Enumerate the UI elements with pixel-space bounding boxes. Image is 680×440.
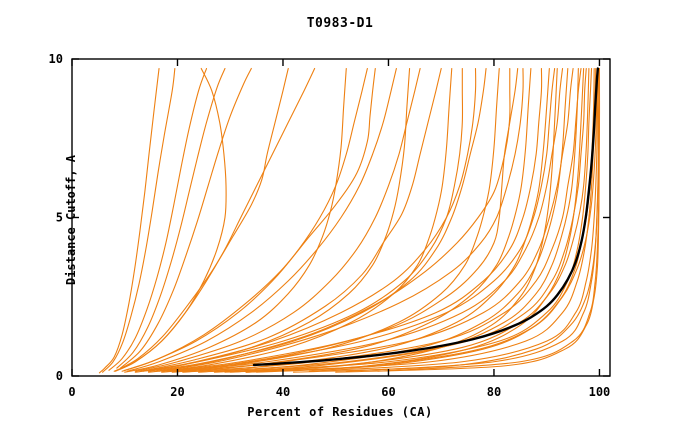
series-prediction-38 bbox=[147, 67, 453, 373]
x-tick-label: 20 bbox=[170, 385, 184, 399]
y-tick-label: 5 bbox=[56, 211, 63, 225]
series-best-model bbox=[252, 67, 600, 367]
series-prediction-42 bbox=[292, 67, 600, 373]
series-prediction-20 bbox=[198, 67, 519, 370]
y-tick-label: 0 bbox=[56, 369, 63, 383]
series-layer bbox=[98, 67, 601, 374]
series-prediction-01 bbox=[98, 67, 160, 374]
series-prediction-05 bbox=[119, 67, 252, 369]
series-prediction-04 bbox=[116, 67, 226, 369]
series-prediction-43 bbox=[335, 67, 601, 373]
series-prediction-22 bbox=[171, 67, 564, 372]
axis-layer bbox=[71, 58, 611, 377]
series-prediction-24 bbox=[198, 67, 582, 372]
series-prediction-02 bbox=[102, 67, 176, 373]
series-prediction-15 bbox=[140, 67, 477, 372]
x-axis-label: Percent of Residues (CA) bbox=[247, 405, 433, 419]
series-prediction-12 bbox=[134, 67, 421, 372]
x-tick-label: 40 bbox=[276, 385, 290, 399]
series-prediction-44 bbox=[245, 67, 585, 373]
series-prediction-10 bbox=[124, 67, 376, 371]
series-prediction-23 bbox=[182, 67, 574, 372]
series-prediction-32 bbox=[229, 67, 590, 373]
series-prediction-06 bbox=[113, 67, 316, 372]
series-prediction-11 bbox=[126, 67, 397, 372]
chart-title: T0983-D1 bbox=[306, 16, 374, 31]
series-prediction-13 bbox=[140, 67, 442, 372]
series-prediction-07 bbox=[114, 67, 227, 372]
series-prediction-09 bbox=[121, 67, 368, 372]
series-prediction-03 bbox=[108, 67, 208, 371]
x-tick-label: 80 bbox=[487, 385, 501, 399]
series-prediction-45 bbox=[224, 67, 558, 373]
series-prediction-39 bbox=[134, 67, 411, 373]
series-prediction-17 bbox=[155, 67, 511, 372]
y-tick-label: 10 bbox=[49, 52, 63, 66]
series-prediction-37 bbox=[161, 67, 500, 373]
x-tick-label: 100 bbox=[589, 385, 611, 399]
series-prediction-26 bbox=[240, 67, 593, 372]
series-prediction-27 bbox=[271, 67, 597, 372]
series-prediction-36 bbox=[171, 67, 532, 373]
series-prediction-35 bbox=[182, 67, 550, 373]
series-prediction-28 bbox=[308, 67, 599, 372]
x-tick-label: 0 bbox=[68, 385, 75, 399]
series-prediction-16 bbox=[147, 67, 487, 372]
series-prediction-14 bbox=[142, 67, 464, 372]
series-prediction-33 bbox=[213, 67, 579, 373]
series-prediction-19 bbox=[161, 67, 543, 372]
x-tick-label: 60 bbox=[381, 385, 395, 399]
series-prediction-18 bbox=[158, 67, 524, 372]
series-prediction-08 bbox=[116, 67, 289, 371]
series-prediction-41 bbox=[256, 67, 598, 373]
tick-label-layer: 0 20 40 60 80 100 0 5 10 bbox=[49, 52, 611, 399]
series-prediction-40 bbox=[124, 67, 347, 373]
series-prediction-29 bbox=[345, 67, 600, 372]
series-prediction-25 bbox=[213, 67, 587, 372]
